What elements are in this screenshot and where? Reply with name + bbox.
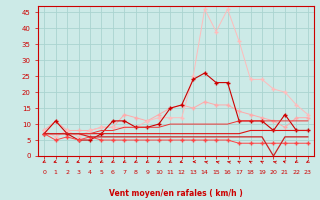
X-axis label: Vent moyen/en rafales ( km/h ): Vent moyen/en rafales ( km/h ) xyxy=(109,189,243,198)
